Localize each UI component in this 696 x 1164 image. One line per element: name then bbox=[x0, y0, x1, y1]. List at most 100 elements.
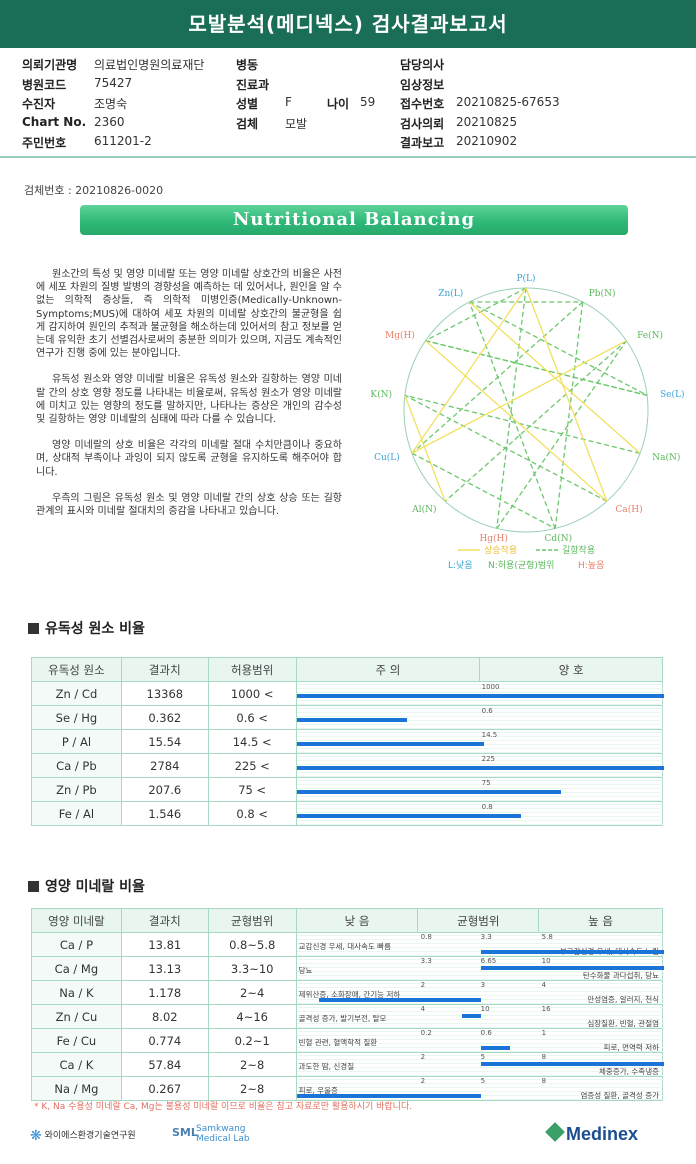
antagonism-line bbox=[468, 301, 556, 529]
ratio-range: 2~4 bbox=[207, 980, 297, 1005]
flower-icon: ❋ bbox=[30, 1128, 42, 1144]
info-value: 의료법인명원의료재단 bbox=[94, 58, 205, 72]
bar-grid bbox=[296, 802, 664, 825]
info-value: 20210825 bbox=[456, 114, 518, 129]
divider bbox=[0, 156, 696, 158]
square-bullet-icon bbox=[28, 623, 39, 634]
sml-icon: SML bbox=[172, 1126, 198, 1139]
antagonism-line bbox=[425, 340, 648, 396]
samkwang-sub: Medical Lab bbox=[196, 1134, 250, 1144]
ratio-bar bbox=[296, 766, 664, 770]
range-max-label: 5.8 bbox=[541, 933, 553, 941]
bar-grid bbox=[296, 754, 664, 777]
high-symptom-text: 체중증가, 수족냉증 bbox=[599, 1067, 659, 1076]
info-row: 의뢰기관명 의료법인명원의료재단 병동 담당의사 bbox=[22, 56, 682, 76]
info-value: 611201-2 bbox=[94, 134, 152, 148]
table-row: Zn / Cu 8.02 4~16 4 10 16 골격성 증가, 발기부전, 탈모 심장질환… bbox=[31, 1004, 664, 1029]
range-mid-label: 3.3 bbox=[480, 933, 492, 941]
mineral-wheel-diagram: P(L) Pb(N) Fe(N) Se(L) Na(N) Ca(H) Cd(N) Hg(H) A… bbox=[370, 273, 685, 571]
ratio-range: 0.8~5.8 bbox=[207, 932, 297, 957]
ratio-range: 225 < bbox=[207, 753, 297, 778]
table-row: Zn / Pb 207.6 75 < 75 bbox=[31, 777, 664, 802]
threshold-label: 75 bbox=[481, 779, 491, 787]
synergy-line bbox=[411, 340, 627, 454]
ratio-range: 3.3~10 bbox=[207, 956, 297, 981]
nutrient-title-text: 영양 미네랄 비율 bbox=[45, 879, 145, 895]
ratio-bar bbox=[296, 742, 484, 746]
description-paragraph: 유독성 원소와 영양 미네랄 비율은 유독성 원소와 길항하는 영양 미네랄 간… bbox=[36, 374, 342, 426]
ratio-name: Fe / Cu bbox=[31, 1028, 122, 1053]
table-row: Ca / P 13.81 0.8~5.8 0.8 3.3 5.8 교감신경 우세, 대사속도… bbox=[31, 932, 664, 957]
ratio-bar bbox=[296, 718, 407, 722]
range-max-label: 4 bbox=[541, 981, 547, 989]
col-header: 결과치 bbox=[120, 908, 209, 933]
toxic-ratio-table: 유독성 원소 결과치 허용범위 주 의 양 호 Zn / Cd 13368 1000… bbox=[31, 657, 664, 826]
table-header-row: 유독성 원소 결과치 허용범위 주 의 양 호 bbox=[31, 657, 663, 682]
bar-grid bbox=[296, 778, 664, 801]
report-title: 모발분석(메디넥스) 검사결과보고서 bbox=[0, 0, 696, 48]
wheel-node-label: Cd(N) bbox=[545, 533, 573, 544]
info-label: 검사의뢰 bbox=[400, 116, 445, 131]
info-label: 접수번호 bbox=[400, 97, 445, 111]
ratio-bar bbox=[480, 950, 664, 954]
ratio-bar bbox=[296, 814, 521, 818]
table-row: Se / Hg 0.362 0.6 < 0.6 bbox=[31, 705, 664, 730]
ratio-bar-cell: 3.3 6.65 10 당뇨 탄수화물 과다섭취, 당뇨 bbox=[295, 956, 664, 981]
range-max-label: 8 bbox=[541, 1077, 547, 1085]
col-header: 허용범위 bbox=[207, 657, 297, 682]
range-min-label: 2 bbox=[420, 1053, 426, 1061]
antagonism-line bbox=[496, 340, 627, 529]
info-row: Chart No. 2360 검체 모발 검사의뢰 20210825 bbox=[22, 115, 682, 135]
bar-grid bbox=[296, 1053, 664, 1076]
low-symptom-text: 제위산증, 소화장애, 간기능 저하 bbox=[298, 990, 401, 999]
col-header: 결과치 bbox=[120, 657, 209, 682]
synergy-line bbox=[411, 287, 527, 454]
table-row: Ca / Mg 13.13 3.3~10 3.3 6.65 10 당뇨 탄수화물 과다섭취, … bbox=[31, 956, 664, 981]
wheel-node-label: Na(N) bbox=[652, 452, 680, 463]
medinex-logo: Medinex bbox=[545, 1122, 638, 1145]
range-max-label: 1 bbox=[541, 1029, 547, 1037]
ratio-name: Zn / Cd bbox=[31, 681, 122, 706]
ratio-bar-cell: 0.2 0.6 1 빈혈 관련, 혈액학적 질환 피로, 면역력 저하 bbox=[295, 1028, 664, 1053]
range-mid-label: 0.6 bbox=[480, 1029, 492, 1037]
high-symptom-text: 염증성 질환, 골격성 증가 bbox=[580, 1091, 659, 1100]
bar-grid bbox=[296, 682, 664, 705]
ratio-range: 75 < bbox=[207, 777, 297, 802]
antagonism-line bbox=[496, 287, 527, 529]
info-row: 수진자 조명숙 성별 F 나이 59 접수번호 20210825-67653 bbox=[22, 95, 682, 115]
ratio-result: 13368 bbox=[120, 681, 209, 706]
ratio-bar-cell: 225 bbox=[295, 753, 664, 778]
antagonism-line bbox=[469, 301, 648, 396]
ratio-name: Na / K bbox=[31, 980, 122, 1005]
wheel-circle bbox=[403, 287, 649, 533]
ratio-result: 13.13 bbox=[120, 956, 209, 981]
col-header: 주 의 bbox=[295, 657, 481, 682]
ratio-result: 0.267 bbox=[120, 1076, 209, 1101]
info-label: 주민번호 bbox=[22, 136, 67, 150]
wheel-node-label: P(L) bbox=[516, 273, 535, 284]
ratio-bar-cell: 1000 bbox=[295, 681, 664, 706]
square-bullet-icon bbox=[28, 881, 39, 892]
ratio-result: 13.81 bbox=[120, 932, 209, 957]
ratio-name: Ca / P bbox=[31, 932, 122, 957]
low-symptom-text: 골격성 증가, 발기부전, 탈모 bbox=[298, 1014, 387, 1023]
ratio-result: 1.546 bbox=[120, 801, 209, 826]
bar-grid bbox=[296, 957, 664, 980]
ratio-bar bbox=[461, 1014, 481, 1018]
range-min-label: 2 bbox=[420, 1077, 426, 1085]
ratio-bar bbox=[296, 1094, 481, 1098]
wheel-node-label: Cu(L) bbox=[374, 452, 400, 463]
range-min-label: 3.3 bbox=[420, 957, 432, 965]
ratio-range: 0.2~1 bbox=[207, 1028, 297, 1053]
wheel-node-label: Pb(N) bbox=[589, 288, 616, 299]
ratio-name: P / Al bbox=[31, 729, 122, 754]
col-header: 영양 미네랄 bbox=[31, 908, 122, 933]
high-symptom-text: 피로, 면역력 저하 bbox=[603, 1043, 659, 1052]
range-max-label: 8 bbox=[541, 1053, 547, 1061]
range-min-label: 4 bbox=[420, 1005, 426, 1013]
bar-grid bbox=[296, 1029, 664, 1052]
wheel-node-label: Se(L) bbox=[660, 389, 685, 400]
col-header: 유독성 원소 bbox=[31, 657, 122, 682]
range-min-label: 2 bbox=[420, 981, 426, 989]
ratio-result: 1.178 bbox=[120, 980, 209, 1005]
